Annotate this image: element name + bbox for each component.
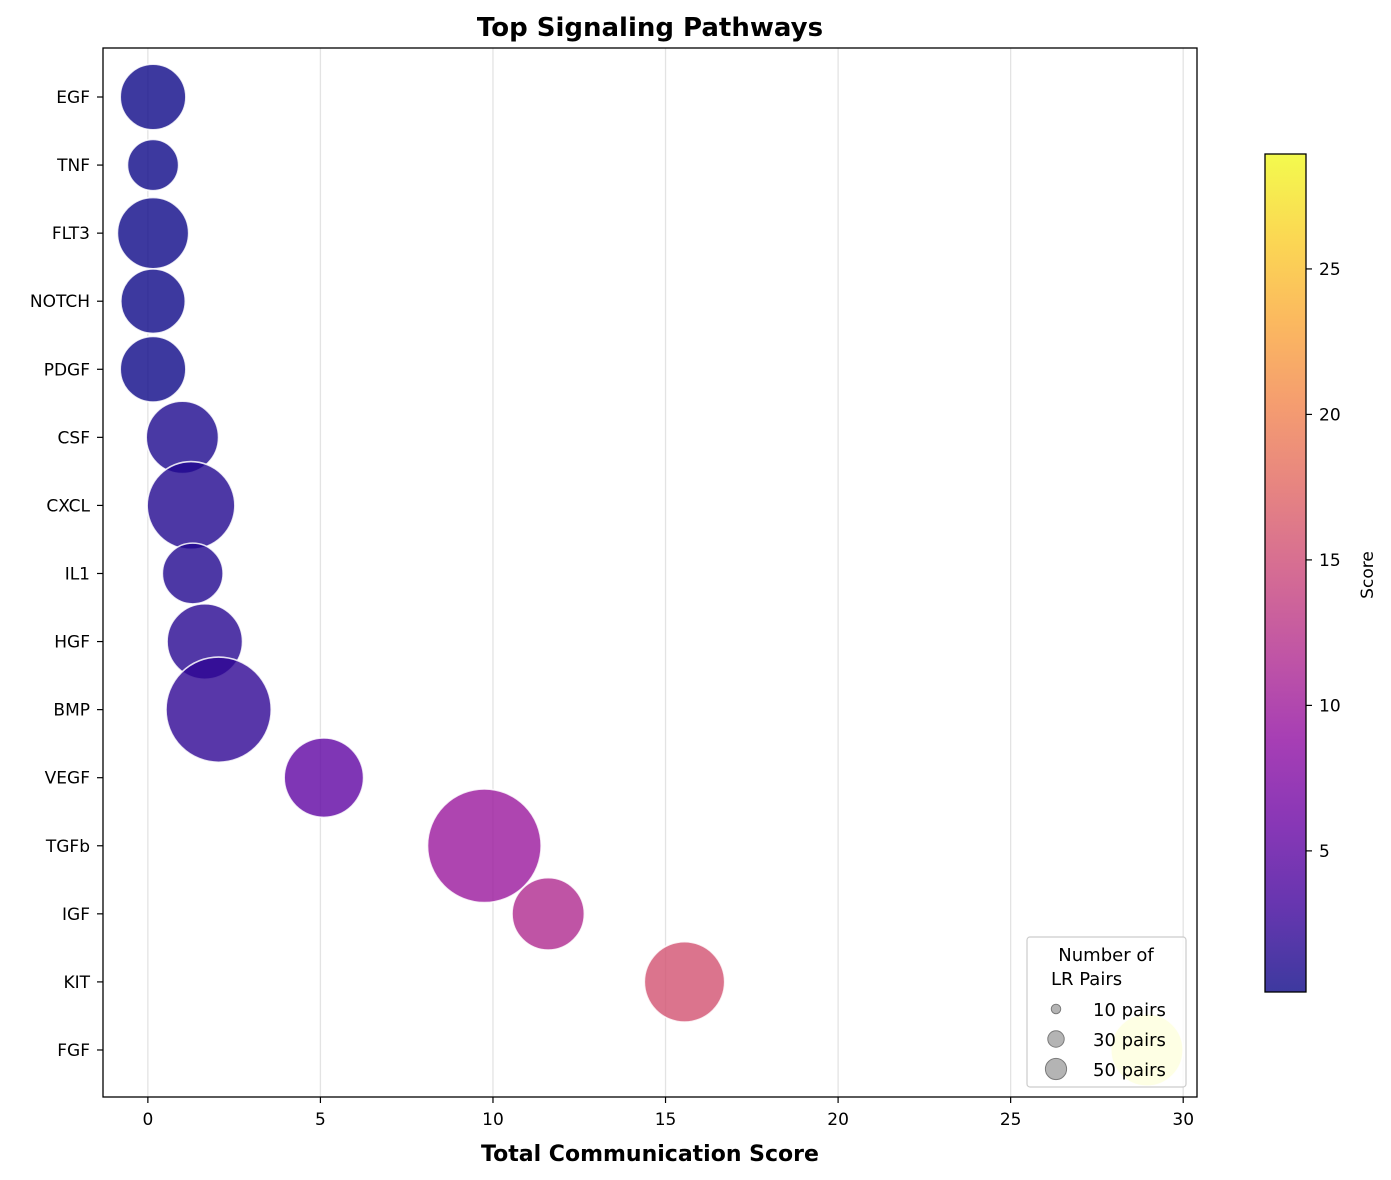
colorbar-tick-label-10: 10 — [1319, 696, 1341, 716]
colorbar-frame — [1264, 153, 1307, 993]
colorbar-label: Score — [1358, 551, 1378, 599]
colorbar: 5 10 15 20 25 Score — [1264, 153, 1378, 993]
chart-title: Top Signaling Pathways — [477, 13, 823, 43]
legend-title-line-2: LR Pairs — [1051, 969, 1122, 990]
y-tick-label-cxcl: CXCL — [46, 496, 90, 516]
y-tick-label-pdgf: PDGF — [44, 360, 90, 380]
bubble-tgfb — [426, 788, 542, 904]
bubble-vegf — [283, 737, 365, 819]
bubble-notch — [120, 268, 187, 335]
bubble-cxcl — [146, 460, 236, 551]
colorbar-tick-label-20: 20 — [1319, 405, 1341, 425]
bubble-igf — [511, 876, 586, 951]
y-tick-label-csf: CSF — [58, 428, 90, 448]
legend-marker-10 — [1050, 1003, 1062, 1015]
size-legend: Number of LR Pairs 10 pairs 30 pairs 50 pa… — [1026, 936, 1187, 1088]
colorbar-tick-label-5: 5 — [1319, 842, 1330, 862]
y-tick-label-tnf: TNF — [56, 156, 90, 176]
bubble-il1 — [161, 542, 224, 605]
colorbar-gradient — [1265, 154, 1306, 992]
y-tick-label-fgf: FGF — [57, 1041, 90, 1061]
colorbar-tick-label-15: 15 — [1319, 551, 1341, 571]
plot-frame — [102, 47, 1198, 1098]
y-tick-label-tgfb: TGFb — [45, 837, 90, 857]
legend-label-10: 10 pairs — [1093, 1000, 1166, 1021]
y-tick-label-kit: KIT — [63, 973, 90, 993]
legend-marker-50 — [1044, 1057, 1068, 1081]
x-tick-label-20: 20 — [827, 1110, 849, 1130]
grid-lines — [147, 48, 1184, 1097]
y-tick-label-igf: IGF — [62, 905, 90, 925]
bubble-flt3 — [116, 196, 190, 270]
bubble-kit — [643, 940, 726, 1023]
x-tick-label-10: 10 — [482, 1110, 504, 1130]
bubble-bmp — [165, 656, 273, 764]
legend-title-line-1: Number of — [1058, 945, 1154, 966]
y-tick-label-flt3: FLT3 — [52, 224, 90, 244]
y-tick-label-bmp: BMP — [53, 701, 90, 721]
y-tick-label-egf: EGF — [56, 88, 90, 108]
x-tick-label-15: 15 — [655, 1110, 677, 1130]
y-axis-ticks: EGF TNF FLT3 NOTCH PDGF CSF CXCL IL1 HGF BMP VEGF T… — [30, 88, 103, 1061]
y-tick-label-notch: NOTCH — [30, 292, 90, 312]
colorbar-tick-label-25: 25 — [1319, 260, 1341, 280]
y-tick-label-il1: IL1 — [65, 564, 90, 584]
x-tick-label-30: 30 — [1172, 1110, 1194, 1130]
legend-box — [1026, 936, 1187, 1088]
legend-label-50: 50 pairs — [1093, 1060, 1166, 1081]
legend-label-30: 30 pairs — [1093, 1030, 1166, 1051]
y-tick-label-vegf: VEGF — [45, 769, 90, 789]
x-tick-label-25: 25 — [1000, 1110, 1022, 1130]
bubble-tnf — [126, 138, 180, 192]
x-axis-label: Total Communication Score — [481, 1142, 819, 1167]
y-tick-label-hgf: HGF — [54, 633, 90, 653]
legend-marker-30 — [1047, 1030, 1065, 1048]
bubble-pdgf — [119, 335, 187, 403]
x-axis-ticks: 0 5 10 15 20 25 30 — [142, 1097, 1194, 1130]
bubble-points — [116, 63, 1184, 1087]
bubble-egf — [119, 63, 187, 131]
x-tick-label-0: 0 — [142, 1110, 153, 1130]
x-tick-label-5: 5 — [315, 1110, 326, 1130]
